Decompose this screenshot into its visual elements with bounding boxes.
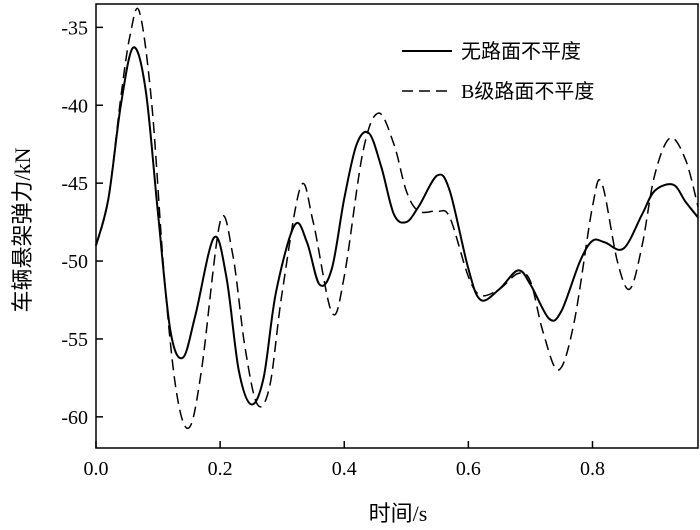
x-tick-label: 0.0 — [84, 458, 109, 480]
legend-label-1: 无路面不平度 — [461, 40, 581, 63]
plot-area — [95, 3, 699, 449]
series-line-1 — [95, 46, 699, 406]
x-tick-label: 0.8 — [580, 458, 605, 480]
x-tick-label: 0.6 — [456, 458, 481, 480]
x-axis-label: 时间/s — [369, 501, 428, 526]
series-line-2 — [95, 7, 699, 430]
legend: 无路面不平度 B级路面不平度 — [402, 40, 594, 103]
plot-frame — [95, 3, 699, 449]
y-tick-label: -40 — [61, 95, 88, 117]
y-tick-label: -50 — [61, 251, 88, 273]
x-tick-label: 0.4 — [332, 458, 357, 480]
series-layer — [95, 7, 699, 430]
y-tick-label: -55 — [61, 329, 88, 351]
y-tick-label: -45 — [61, 173, 88, 195]
y-axis: -35 -40 -45 -50 -55 -60 — [61, 17, 103, 429]
y-tick-label: -35 — [61, 17, 88, 39]
y-axis-label: 车辆悬架弹力/kN — [10, 147, 35, 312]
legend-label-2: B级路面不平度 — [461, 80, 594, 103]
y-tick-label: -60 — [61, 407, 88, 429]
x-tick-label: 0.2 — [208, 458, 233, 480]
x-axis: 0.0 0.2 0.4 0.6 0.8 — [84, 441, 605, 480]
